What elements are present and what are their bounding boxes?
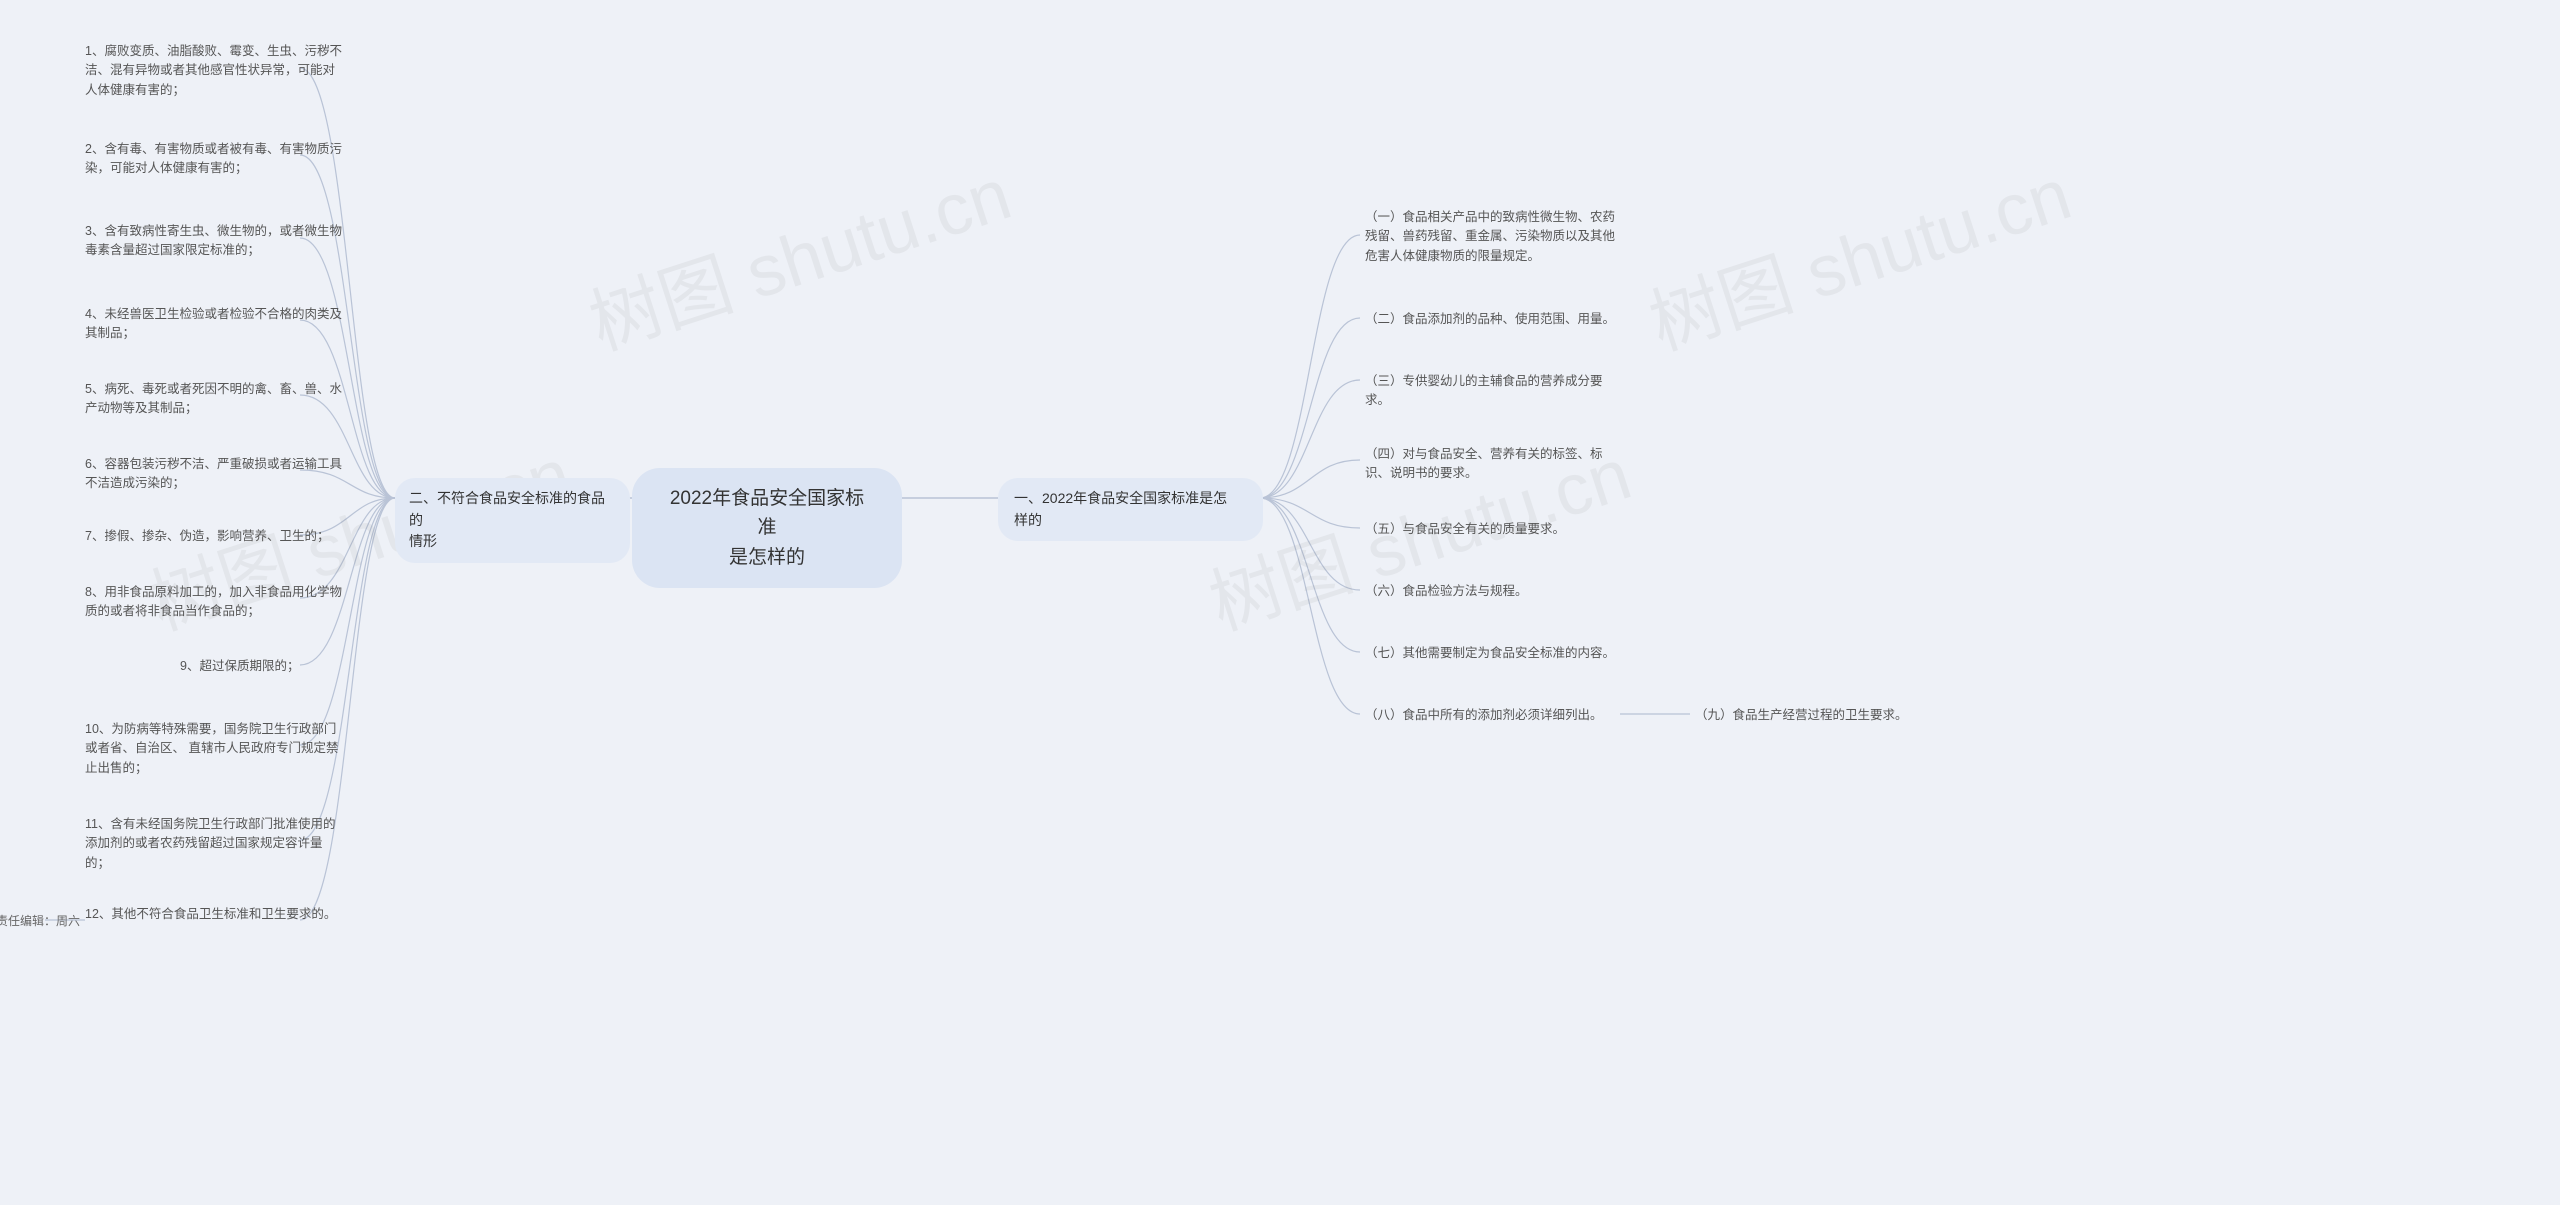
left-leaf-9[interactable]: 9、超过保质期限的； <box>180 657 299 676</box>
right-leaf-4[interactable]: （四）对与食品安全、营养有关的标签、标识、说明书的要求。 <box>1365 445 1615 484</box>
connector-lines <box>0 0 2560 1205</box>
watermark: 树图 shutu.cn <box>574 135 1021 370</box>
left-leaf-3[interactable]: 3、含有致病性寄生虫、微生物的，或者微生物毒素含量超过国家限定标准的； <box>85 222 345 261</box>
left-leaf-6[interactable]: 6、容器包装污秽不洁、严重破损或者运输工具不洁造成污染的； <box>85 455 345 494</box>
right-leaf-1[interactable]: （一）食品相关产品中的致病性微生物、农药残留、兽药残留、重金属、污染物质以及其他… <box>1365 208 1615 266</box>
branch-right[interactable]: 一、2022年食品安全国家标准是怎 样的 <box>998 478 1263 541</box>
branch-right-l2: 样的 <box>1014 510 1241 532</box>
left-leaf-12[interactable]: 12、其他不符合食品卫生标准和卫生要求的。 <box>85 905 336 924</box>
left-leaf-7[interactable]: 7、掺假、掺杂、伪造，影响营养、卫生的； <box>85 527 329 546</box>
right-leaf-3[interactable]: （三）专供婴幼儿的主辅食品的营养成分要求。 <box>1365 372 1615 411</box>
left-leaf-2[interactable]: 2、含有毒、有害物质或者被有毒、有害物质污染，可能对人体健康有害的； <box>85 140 345 179</box>
branch-right-l1: 一、2022年食品安全国家标准是怎 <box>1014 488 1241 510</box>
left-leaf-10[interactable]: 10、为防病等特殊需要，国务院卫生行政部门或者省、自治区、 直辖市人民政府专门规… <box>85 720 345 778</box>
branch-left-l1: 二、不符合食品安全标准的食品的 <box>409 488 608 531</box>
root-line1: 2022年食品安全国家标准 <box>662 484 872 543</box>
right-leaf-6[interactable]: （六）食品检验方法与规程。 <box>1365 582 1528 601</box>
left-leaf-1[interactable]: 1、腐败变质、油脂酸败、霉变、生虫、污秽不洁、混有异物或者其他感官性状异常，可能… <box>85 42 345 100</box>
branch-left[interactable]: 二、不符合食品安全标准的食品的 情形 <box>395 478 630 563</box>
left-leaf-5[interactable]: 5、病死、毒死或者死因不明的禽、畜、兽、水产动物等及其制品； <box>85 380 345 419</box>
left-leaf-8[interactable]: 8、用非食品原料加工的，加入非食品用化学物质的或者将非食品当作食品的； <box>85 583 345 622</box>
right-leaf-extra[interactable]: （九）食品生产经营过程的卫生要求。 <box>1695 706 1908 725</box>
right-leaf-5[interactable]: （五）与食品安全有关的质量要求。 <box>1365 520 1565 539</box>
left-leaf-11[interactable]: 11、含有未经国务院卫生行政部门批准使用的添加剂的或者农药残留超过国家规定容许量… <box>85 815 345 873</box>
right-leaf-8[interactable]: （八）食品中所有的添加剂必须详细列出。 <box>1365 706 1603 725</box>
left-leaf-4[interactable]: 4、未经兽医卫生检验或者检验不合格的肉类及其制品； <box>85 305 345 344</box>
watermark: 树图 shutu.cn <box>1634 135 2081 370</box>
left-leaf-extra[interactable]: 责任编辑：周六 <box>0 912 80 931</box>
root-line2: 是怎样的 <box>662 543 872 572</box>
branch-left-l2: 情形 <box>409 531 608 553</box>
right-leaf-2[interactable]: （二）食品添加剂的品种、使用范围、用量。 <box>1365 310 1615 329</box>
right-leaf-7[interactable]: （七）其他需要制定为食品安全标准的内容。 <box>1365 644 1615 663</box>
root-node[interactable]: 2022年食品安全国家标准 是怎样的 <box>632 468 902 588</box>
